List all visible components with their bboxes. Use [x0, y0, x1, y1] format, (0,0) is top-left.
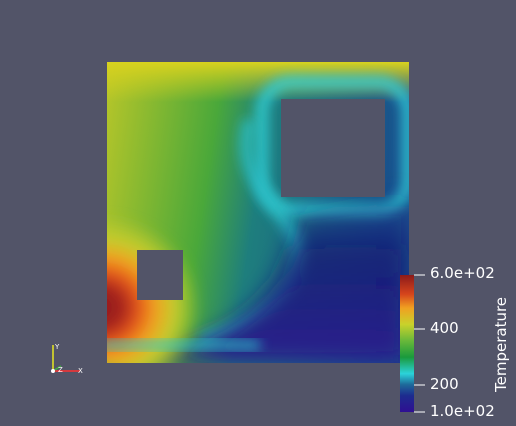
axis-z-label: Z	[58, 366, 63, 374]
legend-title: Temperature	[492, 296, 510, 392]
axis-x-label: X	[78, 367, 83, 375]
orientation-axes[interactable]: Y X Z	[51, 343, 83, 375]
legend-color-bar[interactable]	[400, 275, 414, 412]
axis-origin	[51, 369, 55, 373]
axis-y-label: Y	[54, 343, 60, 351]
legend-label-min: 1.0e+02	[430, 402, 495, 420]
plate-hole-lower	[137, 250, 183, 300]
legend-label-200: 200	[430, 375, 459, 393]
legend-label-max: 6.0e+02	[430, 264, 495, 282]
plate-hole-upper	[281, 99, 385, 197]
legend-label-400: 400	[430, 319, 459, 337]
